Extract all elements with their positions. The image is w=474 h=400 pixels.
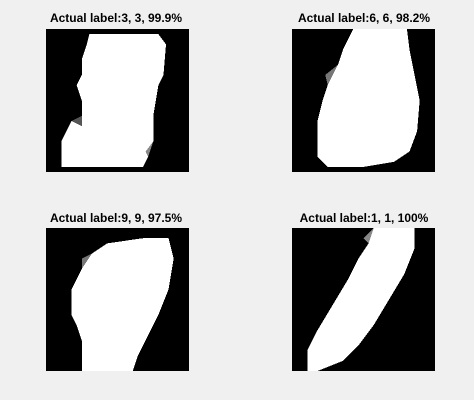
panel-title-4: Actual label:1, 1, 100% (299, 211, 429, 225)
digit-image-1 (46, 29, 189, 172)
panel-title-1: Actual label:3, 3, 99.9% (49, 11, 183, 25)
digit-image-2 (292, 29, 435, 172)
panel-title-2: Actual label:6, 6, 98.2% (297, 11, 431, 25)
digit-image-3 (46, 228, 189, 371)
digit-image-4 (292, 228, 435, 371)
panel-title-3: Actual label:9, 9, 97.5% (49, 211, 183, 225)
